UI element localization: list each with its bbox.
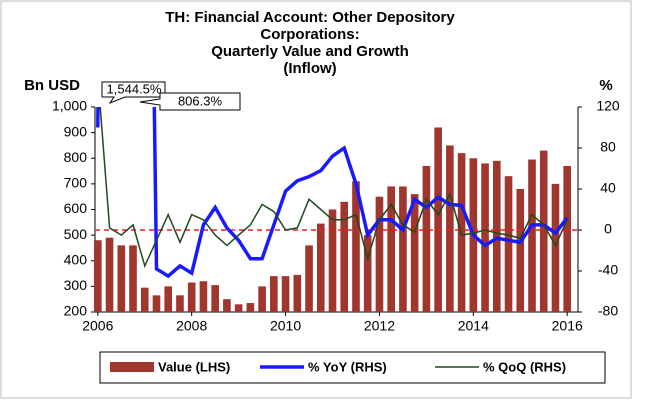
bar (434, 127, 442, 312)
bar (270, 276, 278, 312)
line (96, 107, 569, 279)
legend-swatch (110, 362, 154, 372)
legend-label: % QoQ (RHS) (483, 359, 566, 374)
y-tick-label: 500 (64, 226, 88, 242)
title: TH: Financial Account: Other DepositoryC… (165, 9, 455, 77)
bar (422, 165, 431, 312)
bar (152, 295, 161, 312)
legend-box (99, 351, 606, 384)
bar (223, 299, 231, 312)
legend: Value (LHS) % YoY (RHS) % QoQ (RHS) (110, 359, 566, 374)
bar (375, 196, 384, 312)
frame (0, 0, 632, 399)
y2-tick-label: 40 (600, 180, 616, 196)
y2-tick-label: 0 (604, 221, 612, 237)
title-line: Corporations: (260, 26, 359, 43)
bar (281, 276, 290, 312)
bar (328, 209, 337, 312)
x-tick-label: 2006 (82, 318, 113, 334)
bar (340, 201, 349, 312)
bar (504, 176, 513, 312)
bar (446, 145, 454, 312)
bar (539, 150, 548, 312)
y-tick-label: 600 (64, 200, 88, 216)
bar (234, 304, 243, 312)
y2-tick-label: 80 (600, 139, 616, 155)
line (99, 107, 568, 269)
y-tick-label: 1,000 (52, 98, 87, 114)
y-tick-label: 400 (64, 251, 88, 267)
bar (352, 181, 360, 312)
y2-axis-label: % (599, 77, 612, 94)
y-axis-label: Bn USD (24, 77, 80, 94)
x-tick-label: 2012 (364, 318, 395, 334)
bar (140, 287, 149, 312)
bar (492, 160, 501, 312)
bar (563, 165, 572, 312)
bar (516, 189, 525, 312)
bar (399, 186, 407, 312)
bar (481, 163, 489, 312)
y-tick-label: 900 (64, 123, 88, 139)
x-tick-label: 2016 (552, 318, 583, 334)
bar (129, 245, 137, 312)
bar (387, 186, 395, 312)
plot: 200 300 400 500 600 700 800 900 1,000 -80 -40 0 40 80… (52, 98, 620, 334)
y2-tick-label: 120 (596, 98, 620, 114)
bar (305, 245, 313, 312)
bar (528, 159, 536, 312)
bar (363, 235, 372, 312)
y2-tick-label: -80 (598, 303, 618, 319)
legend-label: % YoY (RHS) (308, 359, 387, 374)
legend-label: Value (LHS) (158, 359, 230, 374)
bar (164, 286, 173, 312)
bar (551, 183, 560, 312)
y-tick-label: 800 (64, 149, 88, 165)
y2-tick-label: -40 (598, 262, 618, 278)
bar (258, 286, 266, 312)
title-line: Quarterly Value and Growth (211, 43, 409, 60)
callout-label: 1,544.5% (107, 81, 162, 96)
x-tick-label: 2010 (270, 318, 301, 334)
bar (293, 274, 302, 312)
bar (176, 295, 184, 312)
title-line: TH: Financial Account: Other Depository (165, 9, 455, 26)
bar (199, 281, 208, 312)
bar (94, 240, 102, 312)
bar (410, 194, 419, 312)
x-tick-label: 2008 (176, 318, 207, 334)
callout-label: 806.3% (178, 93, 223, 108)
bar (187, 282, 196, 312)
bar (105, 237, 114, 312)
bar (211, 285, 219, 312)
bar (246, 303, 255, 312)
bar (316, 223, 325, 312)
y-tick-label: 700 (64, 175, 88, 191)
x-tick-label: 2014 (458, 318, 489, 334)
title-line: (Inflow) (283, 60, 336, 77)
y-tick-label: 300 (64, 277, 88, 293)
bar (117, 245, 126, 312)
callout: 1,544.5% 806.3% (101, 81, 241, 111)
y-tick-label: 200 (64, 303, 88, 319)
